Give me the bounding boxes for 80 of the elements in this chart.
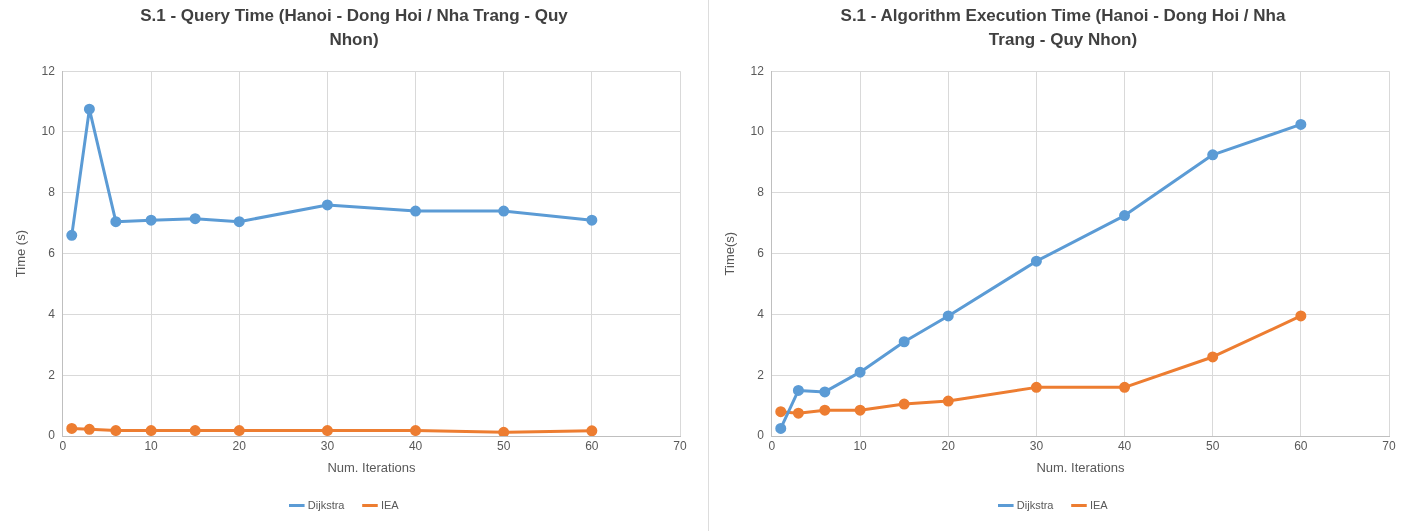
point [233, 216, 245, 228]
x-tick-label: 70 [673, 438, 687, 453]
point [1207, 149, 1219, 161]
point [775, 422, 787, 434]
point [189, 425, 201, 436]
y-tick-label: 4 [48, 306, 56, 321]
point [498, 426, 510, 436]
x-tick-label: 20 [941, 438, 956, 453]
y-tick-label: 8 [48, 185, 56, 200]
y-tick-label: 8 [757, 185, 765, 200]
x-tick-label: 0 [768, 438, 776, 453]
x-tick-label: 50 [497, 438, 511, 453]
point [145, 425, 157, 436]
x-tick-label: 60 [1294, 438, 1308, 453]
legend-label: IEA [1089, 498, 1109, 511]
x-tick-label: 30 [320, 438, 335, 453]
point [83, 423, 95, 435]
point [410, 425, 422, 436]
point [498, 205, 510, 217]
y-tick-label: 10 [41, 124, 56, 139]
point [775, 406, 787, 418]
y-tick-label: 12 [750, 63, 765, 78]
point [898, 336, 910, 348]
point [819, 404, 831, 416]
point [1119, 381, 1131, 393]
x-tick-label: 20 [232, 438, 247, 453]
x-axis-title: Num. Iterations [327, 459, 417, 475]
point [942, 395, 954, 407]
y-tick-label: 4 [757, 306, 765, 321]
point [1030, 381, 1042, 393]
point [898, 398, 910, 410]
point [83, 103, 95, 115]
point [942, 310, 954, 322]
point [1295, 310, 1307, 322]
point [321, 425, 333, 436]
y-tick-label: 12 [41, 63, 56, 78]
legend-label: Dijkstra [1016, 498, 1055, 511]
point [66, 229, 78, 241]
point [321, 199, 333, 211]
x-tick-label: 10 [853, 438, 868, 453]
point [792, 407, 804, 419]
chart-title: S.1 - Query Time (Hanoi - Dong Hoi / Nha Trang - Quy Nhon) [139, 5, 569, 51]
y-tick-label: 6 [48, 245, 56, 260]
point [819, 386, 831, 398]
x-tick-label: 60 [585, 438, 599, 453]
point [410, 205, 422, 217]
x-tick-label: 40 [408, 438, 423, 453]
y-tick-label: 6 [757, 245, 765, 260]
x-tick-label: 50 [1206, 438, 1220, 453]
x-tick-label: 40 [1117, 438, 1132, 453]
point [1030, 255, 1042, 267]
point [110, 425, 122, 436]
y-tick-label: 2 [757, 367, 765, 382]
point [586, 425, 598, 436]
y-tick-label: 10 [750, 124, 765, 139]
y-tick-label: 2 [48, 367, 56, 382]
point [233, 425, 245, 436]
legend-label: Dijkstra [307, 498, 346, 511]
point [145, 214, 157, 226]
point [854, 366, 866, 378]
point [854, 404, 866, 416]
point [1119, 210, 1131, 222]
x-tick-label: 0 [59, 438, 67, 453]
y-axis-title: Time(s) [722, 231, 738, 276]
x-tick-label: 70 [1382, 438, 1396, 453]
point [792, 384, 804, 396]
y-axis-title: Time (s) [13, 230, 29, 278]
point [1295, 118, 1307, 130]
y-tick-label: 0 [48, 428, 56, 443]
x-tick-label: 30 [1029, 438, 1044, 453]
x-axis-title: Num. Iterations [1036, 459, 1126, 475]
legend-label: IEA [380, 498, 400, 511]
point [1207, 351, 1219, 363]
point [189, 213, 201, 225]
x-tick-label: 10 [144, 438, 159, 453]
y-tick-label: 0 [757, 428, 765, 443]
point [66, 422, 78, 434]
point [110, 216, 122, 228]
point [586, 214, 598, 226]
chart-title: S.1 - Algorithm Execution Time (Hanoi - Dong Hoi / Nha Trang - Quy Nhon) [839, 5, 1287, 51]
